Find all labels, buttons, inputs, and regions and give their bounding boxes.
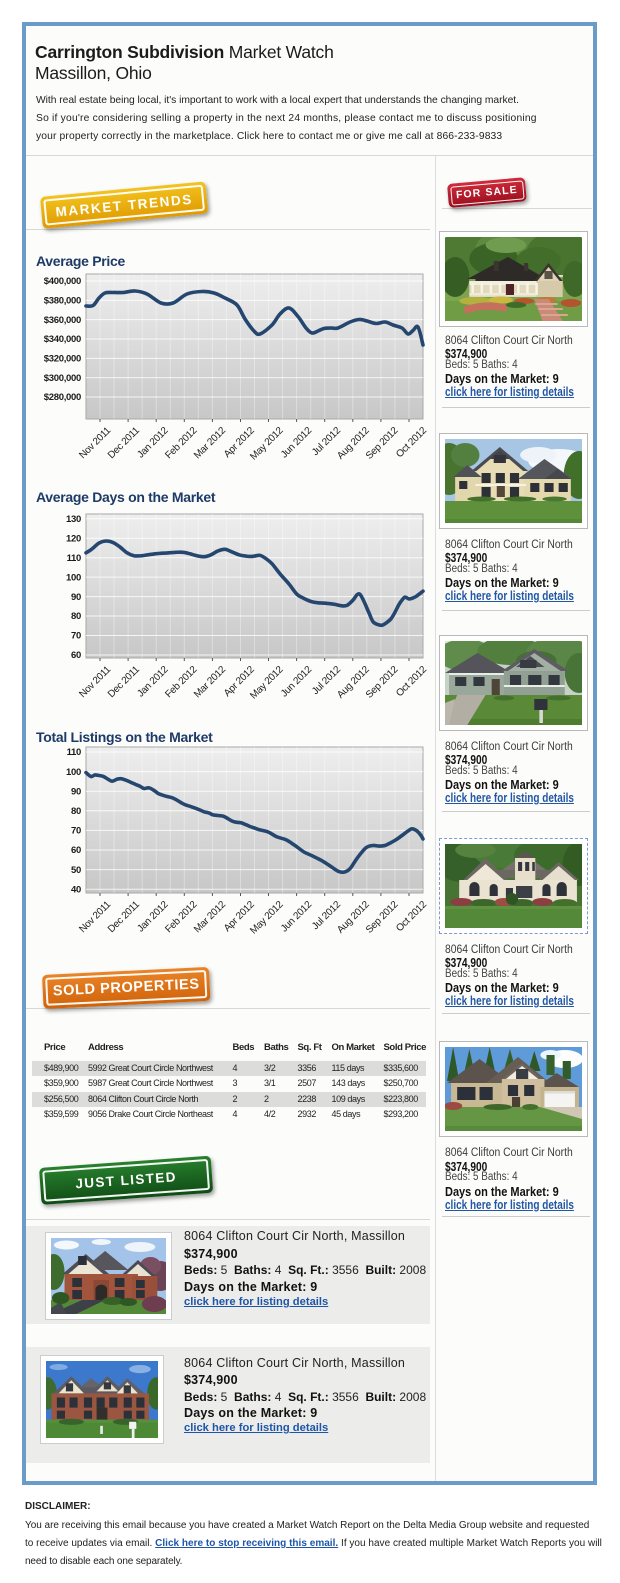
svg-text:90: 90 (71, 786, 81, 797)
svg-text:50: 50 (71, 865, 81, 876)
svg-text:Sep 2012: Sep 2012 (364, 664, 401, 701)
svg-text:Mar 2012: Mar 2012 (192, 425, 228, 461)
svg-text:Sep 2012: Sep 2012 (364, 899, 401, 936)
svg-text:80: 80 (71, 806, 81, 817)
svg-text:60: 60 (71, 845, 81, 856)
svg-text:110: 110 (67, 747, 81, 758)
svg-text:90: 90 (71, 592, 81, 603)
svg-text:80: 80 (71, 611, 81, 622)
svg-text:$340,000: $340,000 (44, 334, 81, 345)
svg-text:$280,000: $280,000 (44, 392, 81, 403)
svg-text:110: 110 (67, 553, 81, 564)
svg-text:Sep 2012: Sep 2012 (364, 425, 401, 462)
svg-text:70: 70 (71, 631, 81, 642)
svg-text:$360,000: $360,000 (44, 315, 81, 326)
svg-text:Oct 2012: Oct 2012 (394, 664, 429, 699)
svg-text:Jun 2012: Jun 2012 (279, 899, 315, 935)
svg-text:130: 130 (66, 514, 81, 525)
svg-text:$380,000: $380,000 (44, 296, 81, 307)
svg-text:$400,000: $400,000 (44, 276, 81, 287)
svg-text:100: 100 (66, 767, 81, 778)
svg-text:60: 60 (71, 650, 81, 661)
svg-text:Mar 2012: Mar 2012 (192, 664, 228, 700)
svg-text:Jun 2012: Jun 2012 (279, 425, 315, 461)
svg-text:Jun 2012: Jun 2012 (279, 664, 315, 700)
svg-text:$320,000: $320,000 (44, 354, 81, 365)
svg-text:Dec 2011: Dec 2011 (106, 664, 142, 700)
svg-text:Mar 2012: Mar 2012 (192, 899, 228, 935)
svg-text:120: 120 (66, 534, 81, 545)
svg-text:Oct 2012: Oct 2012 (394, 425, 429, 460)
svg-text:Oct 2012: Oct 2012 (394, 899, 429, 934)
svg-text:Dec 2011: Dec 2011 (106, 899, 142, 935)
svg-text:Dec 2011: Dec 2011 (106, 425, 142, 461)
svg-text:40: 40 (71, 884, 81, 895)
svg-text:$300,000: $300,000 (44, 373, 81, 384)
svg-text:70: 70 (71, 826, 81, 837)
svg-text:100: 100 (66, 572, 81, 583)
